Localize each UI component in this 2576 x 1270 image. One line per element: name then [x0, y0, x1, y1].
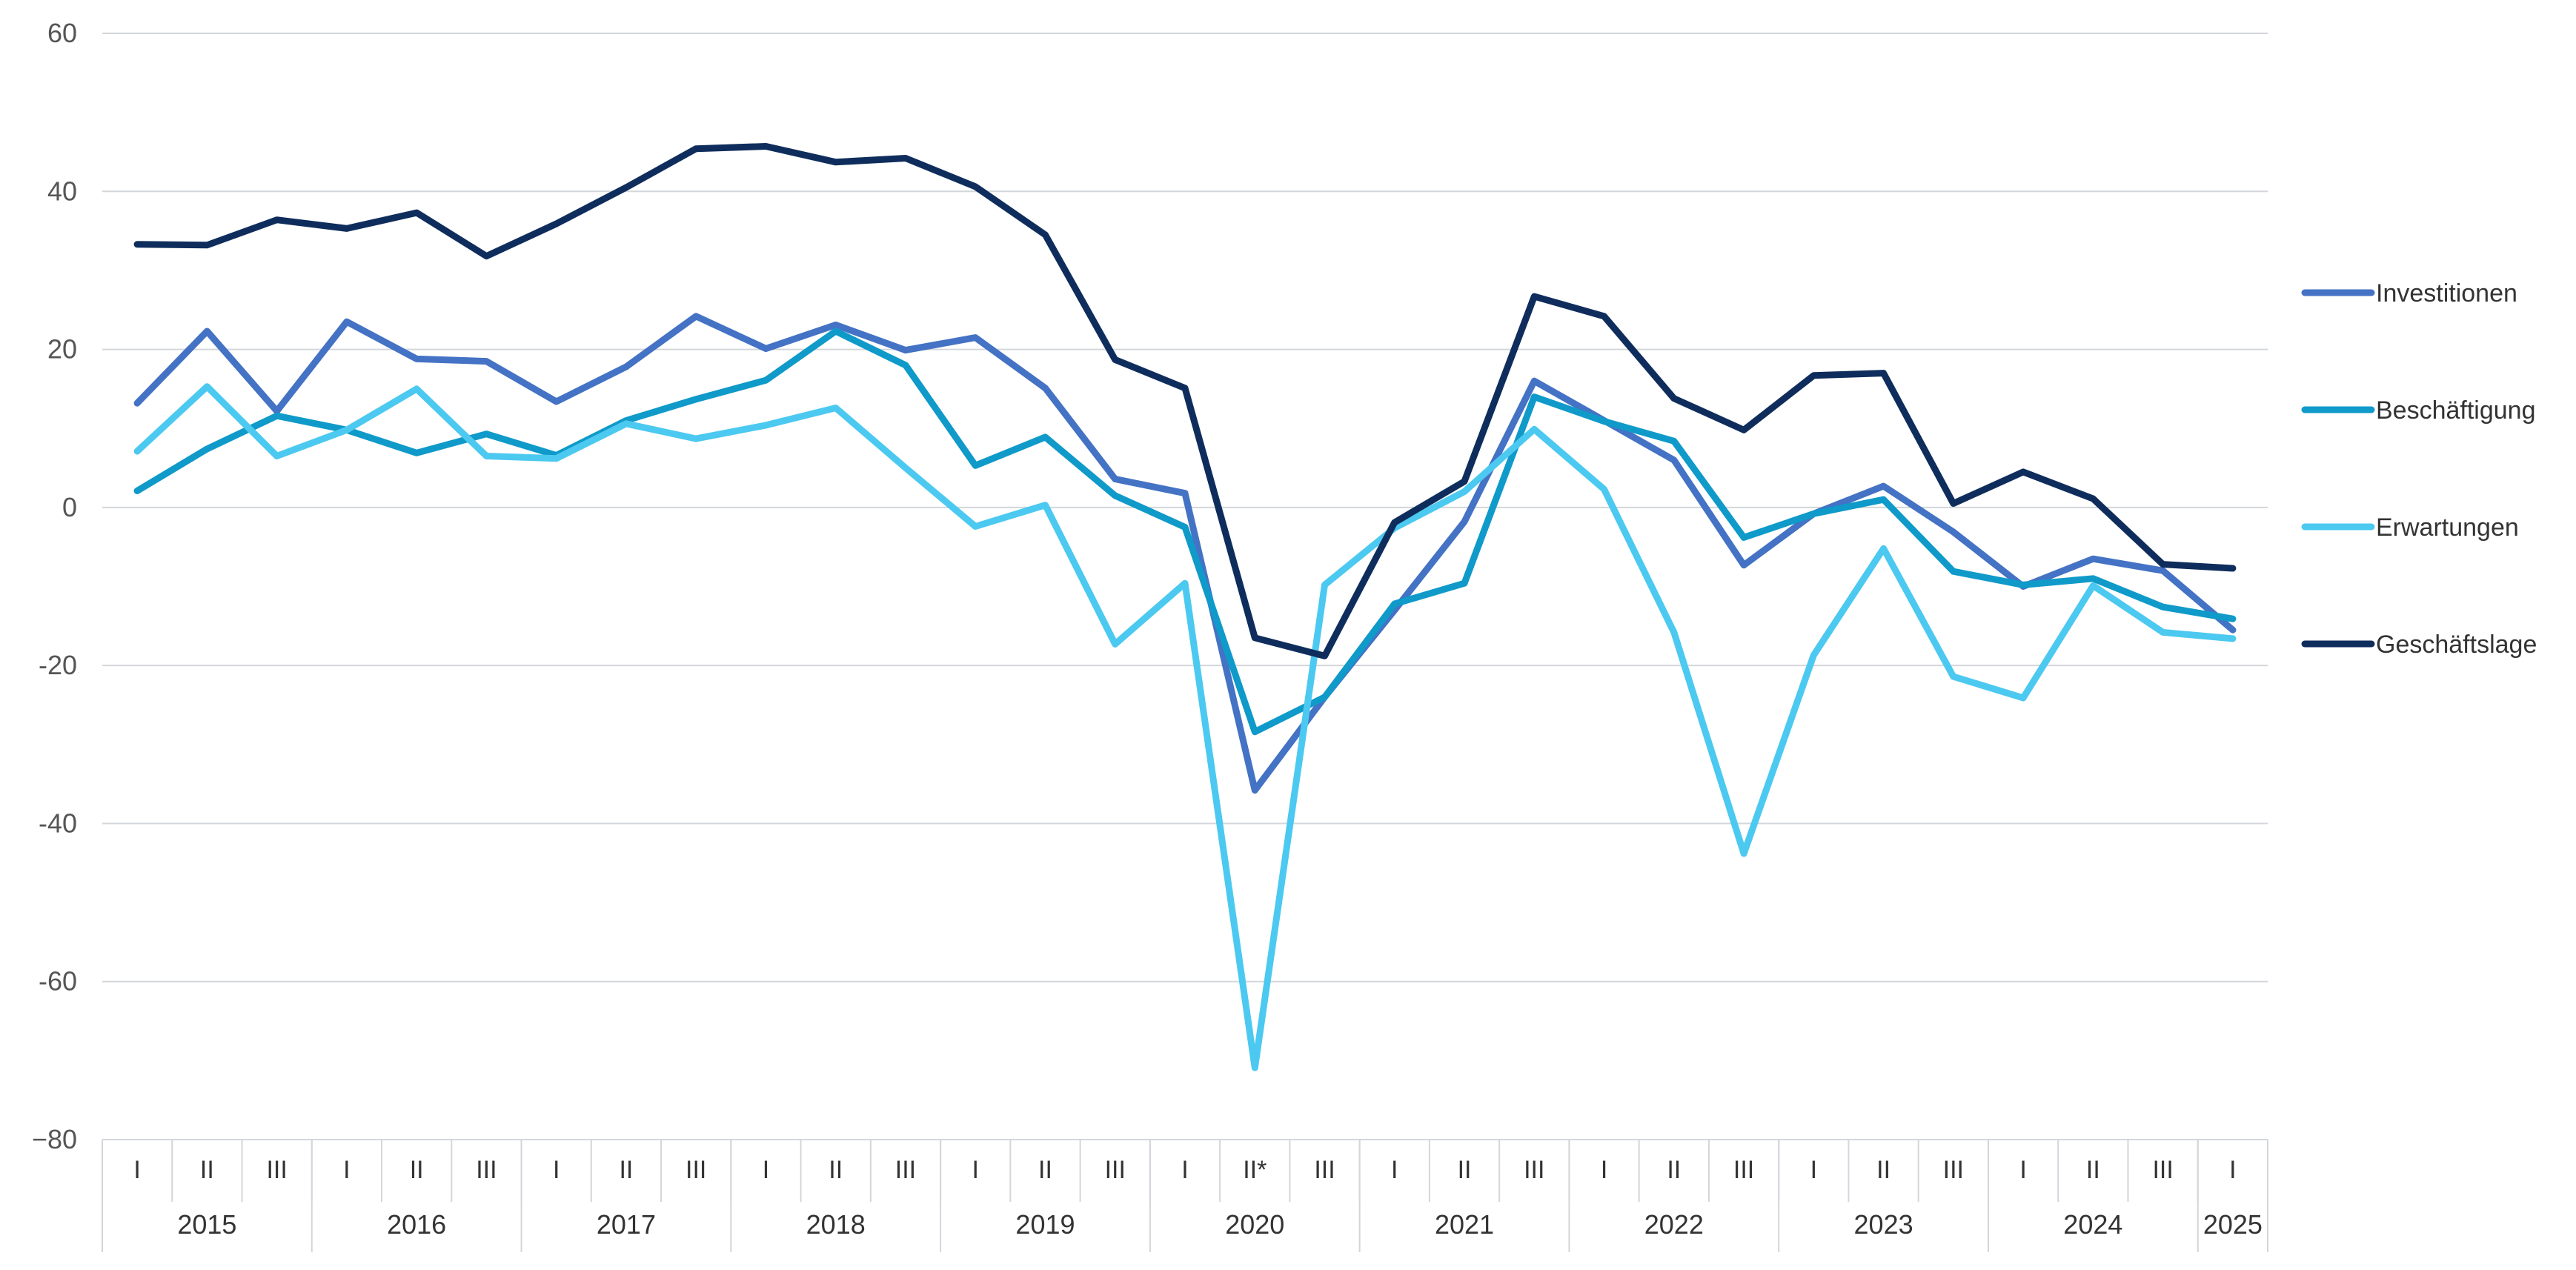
year-label: 2015	[177, 1209, 236, 1240]
year-label: 2022	[1644, 1209, 1704, 1240]
year-label: 2020	[1225, 1209, 1284, 1240]
x-tick-label: III	[1943, 1156, 1964, 1184]
year-label: 2021	[1435, 1209, 1494, 1240]
x-tick-label: I	[972, 1156, 978, 1184]
x-tick-label: II	[1038, 1156, 1052, 1184]
year-label: 2024	[2063, 1209, 2122, 1240]
y-tick-label: -40	[39, 808, 77, 838]
series-line-erwartungen	[133, 383, 2237, 1071]
x-tick-label: I	[1181, 1156, 1188, 1184]
y-tick-label: −80	[32, 1124, 77, 1154]
x-tick-label: II	[410, 1156, 424, 1184]
x-tick-label: III	[2152, 1156, 2173, 1184]
legend: Investitionen Beschäftigung Erwartungen Ges…	[2301, 279, 2537, 659]
x-tick-label: I	[133, 1156, 140, 1184]
x-tick-label: I	[553, 1156, 560, 1184]
x-tick-label: III	[1105, 1156, 1126, 1184]
series-line-investitionen	[133, 313, 2237, 794]
x-tick-label: III	[266, 1156, 287, 1184]
y-tick-label: 20	[47, 334, 77, 365]
x-tick-label: I	[763, 1156, 769, 1184]
x-tick-label: I	[2229, 1156, 2236, 1184]
y-axis-ticks: 60 40 20 0 -20 -40 -60 −80	[32, 18, 77, 1154]
x-tick-label: II	[619, 1156, 633, 1184]
x-tick-label: II	[829, 1156, 843, 1184]
x-tick-label: III	[686, 1156, 706, 1184]
gridlines	[102, 33, 2268, 1140]
y-tick-label: 60	[47, 18, 77, 48]
x-tick-label: II	[1667, 1156, 1681, 1184]
x-tick-label: II	[1458, 1156, 1472, 1184]
x-tick-label: III	[1314, 1156, 1335, 1184]
series-lines	[133, 143, 2237, 1071]
x-tick-label: III	[1524, 1156, 1544, 1184]
x-tick-label: I	[1391, 1156, 1398, 1184]
x-tick-label: I	[1810, 1156, 1817, 1184]
x-tick-label: II*	[1243, 1156, 1267, 1184]
year-label: 2023	[1854, 1209, 1913, 1240]
legend-label: Investitionen	[2376, 279, 2517, 307]
year-label: 2016	[387, 1209, 446, 1240]
y-tick-label: 40	[47, 176, 77, 206]
year-label: 2017	[597, 1209, 656, 1240]
x-tick-label: III	[476, 1156, 497, 1184]
y-tick-label: -20	[39, 650, 77, 680]
series-line-gesch-ftslage	[133, 143, 2237, 659]
year-label: 2019	[1015, 1209, 1075, 1240]
x-tick-label: II	[200, 1156, 214, 1184]
year-label: 2018	[806, 1209, 866, 1240]
legend-label: Geschäftslage	[2376, 631, 2537, 659]
series-line-besch-ftigung	[133, 328, 2237, 736]
x-tick-label: I	[2019, 1156, 2026, 1184]
x-tick-label: II	[2086, 1156, 2100, 1184]
year-label: 2025	[2203, 1209, 2263, 1240]
x-tick-label: III	[1733, 1156, 1754, 1184]
y-tick-label: -60	[39, 966, 77, 997]
x-tick-label: I	[343, 1156, 350, 1184]
legend-label: Beschäftigung	[2376, 396, 2536, 425]
x-tick-label: III	[895, 1156, 916, 1184]
y-tick-label: 0	[62, 492, 77, 522]
x-tick-label: I	[1601, 1156, 1607, 1184]
legend-label: Erwartungen	[2376, 513, 2519, 542]
x-axis: I II III I II III I II III I II III I II III I II* III I II…	[102, 1140, 2268, 1252]
x-tick-label: II	[1876, 1156, 1890, 1184]
